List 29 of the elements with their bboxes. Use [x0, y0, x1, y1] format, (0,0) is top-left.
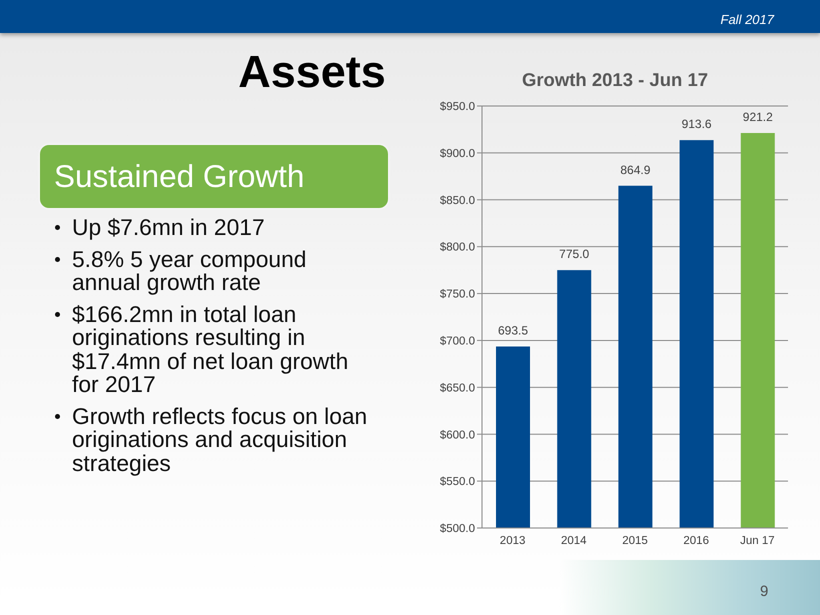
y-tick-label: $700.0	[440, 336, 475, 348]
y-tick-label: $500.0	[440, 523, 475, 536]
chart-subtitle: Growth 2013 - Jun 17	[520, 68, 710, 92]
data-label: 921.2	[742, 110, 774, 124]
x-tick-label: 2014	[561, 535, 588, 548]
data-label: 775.0	[559, 247, 590, 262]
text: $166.2mn in total loan originations resulting in $17.4mn of net loan growth for 2017	[72, 300, 350, 397]
y-tick-label: $650.0	[440, 382, 475, 394]
text: Up $7.6mn in 2017	[72, 214, 266, 240]
data-label: 864.9	[620, 162, 651, 177]
text: Fall 2017	[720, 12, 774, 28]
text: 5.8% 5 year compound annual growth rate	[72, 246, 308, 295]
x-tick-label: Jun 17	[740, 535, 775, 548]
y-tick-label: $600.0	[440, 429, 475, 442]
y-tick-label: $750.0	[440, 288, 475, 301]
x-tick-label: 2015	[622, 535, 648, 548]
y-tick-label: $950.0	[440, 101, 475, 114]
y-tick-label: $800.0	[440, 242, 475, 254]
text: Sustained Growth	[40, 145, 388, 208]
chart-title: Assets	[237, 45, 387, 99]
data-label: 693.5	[498, 324, 528, 338]
text: Growth reflects focus on loan originations and acquisition strategies	[72, 402, 368, 476]
data-label: 913.6	[682, 117, 712, 132]
y-tick-label: $550.0	[440, 476, 475, 488]
y-tick-label: $850.0	[440, 194, 475, 207]
x-tick-label: 2016	[683, 535, 709, 548]
y-tick-label: $900.0	[440, 148, 475, 160]
text: 9	[760, 583, 768, 601]
x-tick-label: 2013	[500, 535, 526, 548]
